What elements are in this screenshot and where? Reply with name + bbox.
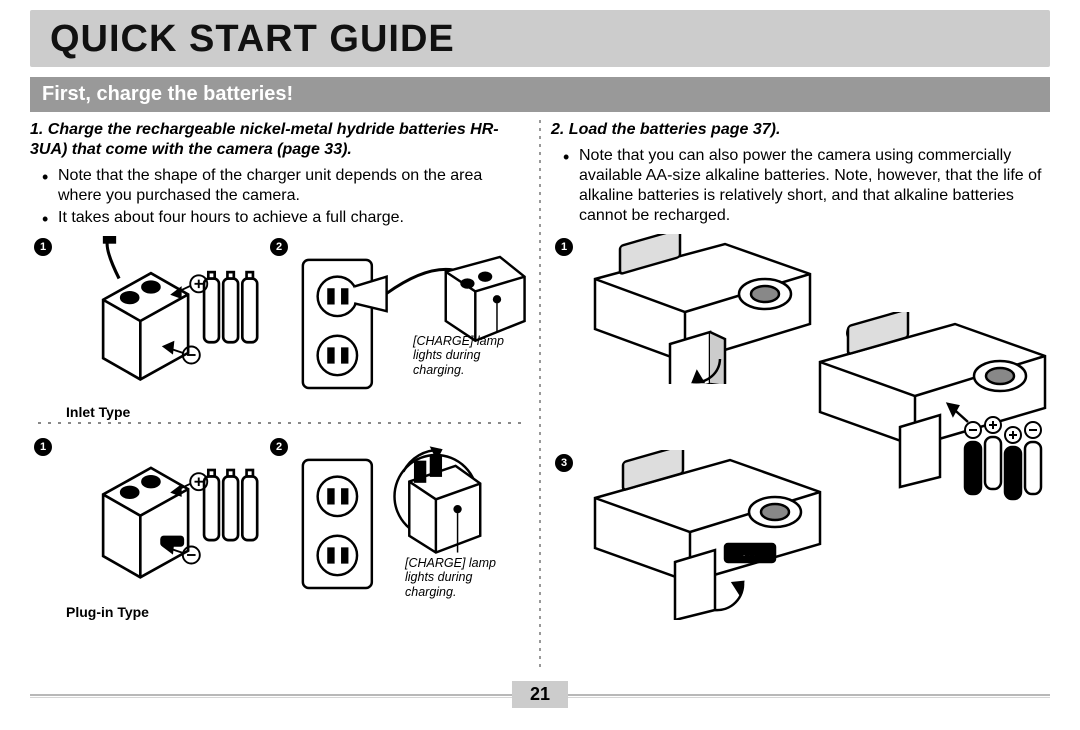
plugin-charger-cell-2: [CHARGE] lamp lights during charging. bbox=[293, 436, 530, 606]
content-columns: 1. Charge the rechargeable nickel-metal … bbox=[30, 120, 1050, 668]
camera-batteries-icon bbox=[800, 312, 1060, 502]
illustration-area-right: 1 2 3 bbox=[551, 234, 1050, 654]
step1-text: Charge the rechargeable nickel-metal hyd… bbox=[30, 121, 499, 158]
step1-heading: 1. Charge the rechargeable nickel-metal … bbox=[30, 120, 529, 160]
camera-step2 bbox=[800, 312, 1060, 502]
outlet-charger-icon bbox=[293, 236, 530, 406]
plugin-charger-cell-1 bbox=[38, 436, 275, 606]
marker-r1-icon: 1 bbox=[555, 238, 573, 256]
step1-bullet-1: Note that the shape of the charger unit … bbox=[58, 166, 529, 206]
subtitle-bar: First, charge the batteries! bbox=[30, 77, 1050, 112]
charger-row-plugin: 1 2 bbox=[30, 436, 529, 606]
column-left: 1. Charge the rechargeable nickel-metal … bbox=[30, 120, 539, 668]
step2-bullets: Note that you can also power the camera … bbox=[551, 146, 1050, 226]
charge-caption-2: [CHARGE] lamp lights during charging. bbox=[405, 556, 525, 599]
camera-step3: ▸▸▸ bbox=[575, 450, 835, 620]
step1-bullet-2: It takes about four hours to achieve a f… bbox=[58, 208, 529, 228]
charger-row-inlet: 1 2 bbox=[30, 236, 529, 406]
step1-bullets: Note that the shape of the charger unit … bbox=[30, 166, 529, 228]
step2-bullet-1: Note that you can also power the camera … bbox=[579, 146, 1050, 226]
svg-text:▸▸▸: ▸▸▸ bbox=[742, 550, 757, 561]
plugin-charger-icon bbox=[38, 436, 275, 606]
dotted-separator bbox=[38, 422, 521, 424]
inlet-charger-cell-1 bbox=[38, 236, 275, 406]
step1-number: 1. bbox=[30, 121, 43, 138]
step2-text: Load the batteries page 37). bbox=[569, 121, 781, 138]
page-title: QUICK START GUIDE bbox=[50, 18, 1030, 61]
column-right: 2. Load the batteries page 37). Note tha… bbox=[541, 120, 1050, 668]
title-bar: QUICK START GUIDE bbox=[30, 10, 1050, 67]
camera-step1 bbox=[575, 234, 825, 384]
inlet-charger-cell-2: [CHARGE] lamp lights during charging. bbox=[293, 236, 530, 406]
camera-icon bbox=[575, 234, 825, 384]
charger-diagram-icon bbox=[38, 236, 275, 406]
charge-caption-1: [CHARGE] lamp lights during charging. bbox=[413, 334, 533, 377]
step2-heading: 2. Load the batteries page 37). bbox=[551, 120, 1050, 140]
inlet-type-label: Inlet Type bbox=[66, 404, 529, 420]
page-number: 21 bbox=[512, 681, 568, 708]
step2-number: 2. bbox=[551, 121, 564, 138]
marker-r3-icon: 3 bbox=[555, 454, 573, 472]
subtitle: First, charge the batteries! bbox=[42, 83, 1038, 106]
camera-close-icon: ▸▸▸ bbox=[575, 450, 835, 620]
page: QUICK START GUIDE First, charge the batt… bbox=[0, 0, 1080, 730]
illustration-area-left: 1 2 bbox=[30, 236, 529, 606]
plugin-type-label: Plug-in Type bbox=[66, 604, 529, 620]
